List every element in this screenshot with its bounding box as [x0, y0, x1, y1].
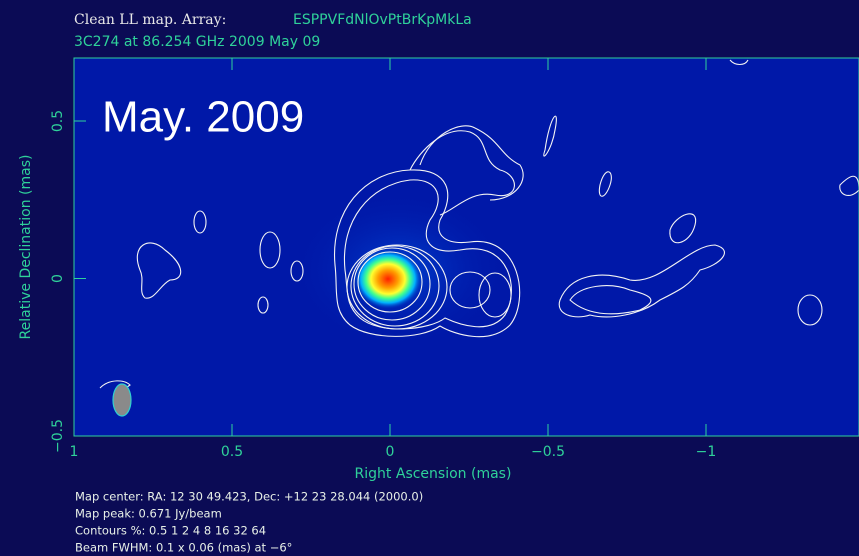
beam: [113, 384, 131, 416]
note: Beam FWHM: 0.1 x 0.06 (mas) at −6°: [75, 541, 292, 555]
chart: Clean LL map. Array: ESPPVFdNlOvPtBrKpMk…: [0, 0, 859, 556]
annotation: May. 2009: [102, 93, 304, 142]
y-axis-label: Relative Declination (mas): [18, 155, 34, 340]
x-tick-label: 0: [386, 444, 395, 460]
y-tick-label: 0: [50, 274, 66, 283]
subtitle: 3C274 at 86.254 GHz 2009 May 09: [74, 34, 320, 50]
note: Contours %: 0.5 1 2 4 8 16 32 64: [75, 524, 266, 538]
x-axis-label: Right Ascension (mas): [355, 466, 512, 482]
x-tick-label: −1: [696, 444, 717, 460]
note: Map peak: 0.671 Jy/beam: [75, 507, 222, 521]
x-tick-label: 0.5: [221, 444, 243, 460]
chart-title: Clean LL map. Array:: [74, 12, 226, 28]
y-tick-label: −0.5: [50, 419, 66, 453]
array: ESPPVFdNlOvPtBrKpMkLa: [293, 12, 472, 28]
y-tick-label: 0.5: [50, 110, 66, 132]
x-tick-label: 1: [70, 444, 79, 460]
note: Map center: RA: 12 30 49.423, Dec: +12 2…: [75, 490, 423, 504]
x-tick-label: −0.5: [531, 444, 565, 460]
